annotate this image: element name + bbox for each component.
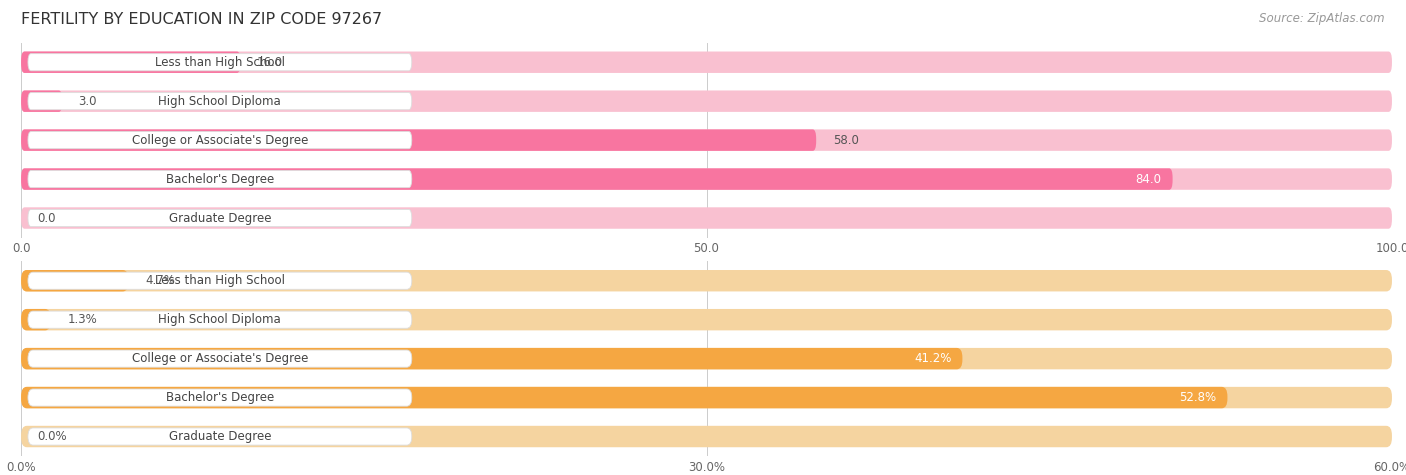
Text: 41.2%: 41.2% (914, 352, 952, 365)
FancyBboxPatch shape (28, 311, 412, 328)
Text: Graduate Degree: Graduate Degree (169, 211, 271, 225)
Text: 0.0: 0.0 (38, 211, 56, 225)
FancyBboxPatch shape (28, 54, 412, 71)
FancyBboxPatch shape (21, 51, 1392, 73)
FancyBboxPatch shape (21, 90, 62, 112)
FancyBboxPatch shape (21, 309, 1392, 331)
Text: Less than High School: Less than High School (155, 56, 285, 69)
Text: 1.3%: 1.3% (67, 313, 97, 326)
Text: FERTILITY BY EDUCATION IN ZIP CODE 97267: FERTILITY BY EDUCATION IN ZIP CODE 97267 (21, 12, 382, 27)
Text: 84.0: 84.0 (1136, 172, 1161, 186)
Text: Source: ZipAtlas.com: Source: ZipAtlas.com (1260, 12, 1385, 25)
Text: Graduate Degree: Graduate Degree (169, 430, 271, 443)
FancyBboxPatch shape (28, 209, 412, 227)
FancyBboxPatch shape (21, 270, 128, 292)
FancyBboxPatch shape (21, 348, 1392, 370)
FancyBboxPatch shape (21, 387, 1392, 408)
FancyBboxPatch shape (28, 350, 412, 367)
FancyBboxPatch shape (28, 171, 412, 188)
Text: High School Diploma: High School Diploma (159, 95, 281, 108)
Text: 3.0: 3.0 (79, 95, 97, 108)
Text: 52.8%: 52.8% (1180, 391, 1216, 404)
FancyBboxPatch shape (21, 270, 1392, 292)
FancyBboxPatch shape (21, 90, 1392, 112)
FancyBboxPatch shape (28, 428, 412, 445)
Text: 0.0%: 0.0% (38, 430, 67, 443)
FancyBboxPatch shape (28, 93, 412, 110)
FancyBboxPatch shape (21, 348, 963, 370)
Text: High School Diploma: High School Diploma (159, 313, 281, 326)
Text: Bachelor's Degree: Bachelor's Degree (166, 172, 274, 186)
FancyBboxPatch shape (21, 51, 240, 73)
FancyBboxPatch shape (21, 426, 1392, 447)
FancyBboxPatch shape (21, 168, 1173, 190)
FancyBboxPatch shape (28, 389, 412, 406)
FancyBboxPatch shape (21, 309, 51, 331)
FancyBboxPatch shape (21, 129, 817, 151)
FancyBboxPatch shape (21, 207, 1392, 229)
Text: 4.7%: 4.7% (145, 274, 174, 287)
FancyBboxPatch shape (28, 132, 412, 149)
Text: College or Associate's Degree: College or Associate's Degree (132, 352, 308, 365)
Text: 16.0: 16.0 (257, 56, 283, 69)
Text: College or Associate's Degree: College or Associate's Degree (132, 133, 308, 147)
FancyBboxPatch shape (21, 129, 1392, 151)
Text: Bachelor's Degree: Bachelor's Degree (166, 391, 274, 404)
Text: 58.0: 58.0 (832, 133, 859, 147)
FancyBboxPatch shape (21, 387, 1227, 408)
Text: Less than High School: Less than High School (155, 274, 285, 287)
FancyBboxPatch shape (21, 168, 1392, 190)
FancyBboxPatch shape (28, 272, 412, 289)
